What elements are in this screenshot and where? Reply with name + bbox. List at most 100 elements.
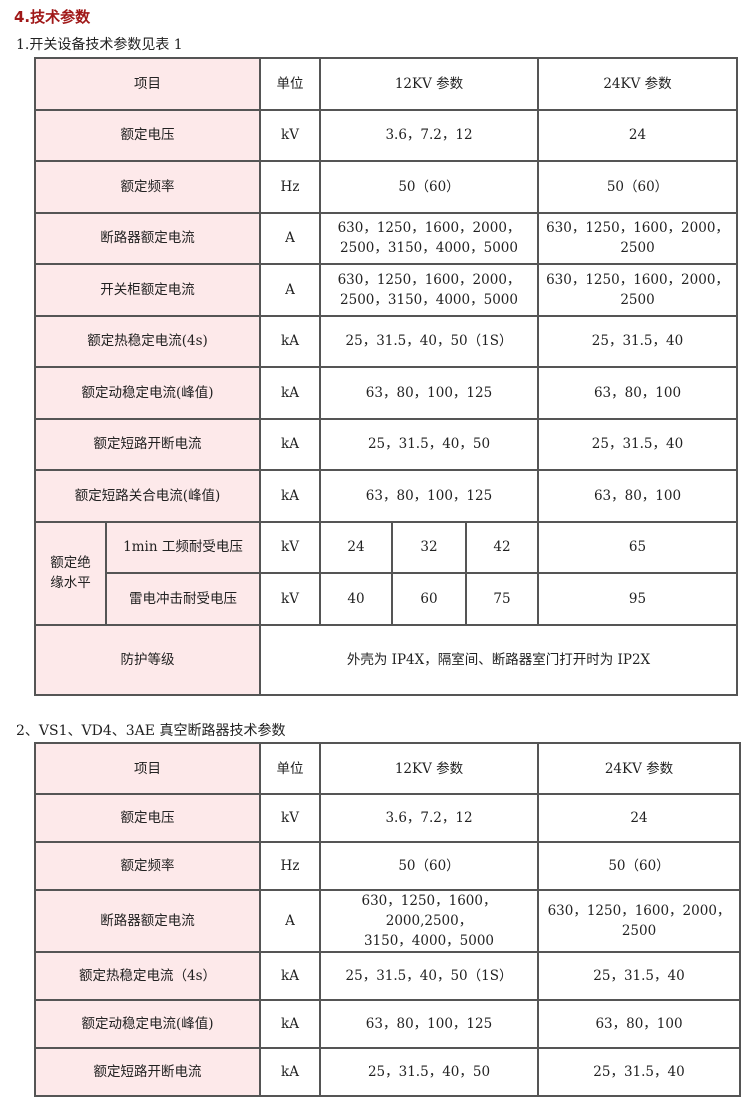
insulation-row: 额定绝 缘水平 1min 工频耐受电压 kV 24 32 42 65 [34, 520, 738, 626]
cell-line: 24 [630, 810, 648, 826]
value-12kv: 630，1250，1600，2000， 2500，3150，4000，5000 [319, 211, 539, 265]
protection-row: 防护等级 外壳为 IP4X，隔室间、断路器室门打开时为 IP2X [34, 623, 738, 696]
cell-line: 630，1250，1600，2000， [546, 220, 729, 237]
cell-line: 25，31.5，40，50（1S） [345, 333, 513, 350]
value-12kv: 25，31.5，40，50 [319, 1047, 539, 1097]
value-12kv: 42 [465, 520, 539, 574]
cell-line: 3150，4000，5000 [363, 933, 495, 949]
table-row: 额定电压 kV 3.6，7.2，12 24 [34, 108, 738, 162]
table-row: 额定短路开断电流 kA 25，31.5，40，50 25，31.5，40 [34, 1047, 741, 1097]
value-24kv: 630，1250，1600，2000， 2500 [537, 263, 738, 317]
table-row: 额定短路关合电流(峰值) kA 63，80，100，125 63，80，100 [34, 469, 738, 523]
cell-line: 3.6，7.2，12 [385, 127, 473, 144]
value-12kv: 40 [319, 572, 393, 626]
value-12kv: 63，80，100，125 [319, 999, 539, 1049]
cell-line: 630，1250，1600，2000， [546, 271, 729, 288]
cell-line: 50（60） [606, 178, 669, 195]
row-unit: kV [259, 108, 321, 162]
row-unit: A [259, 263, 321, 317]
row-label: 额定频率 [34, 160, 261, 214]
row-unit: kA [259, 366, 321, 420]
value-24kv: 50（60） [537, 160, 738, 214]
row-unit: kV [259, 572, 321, 626]
header-item: 项目 [34, 57, 261, 111]
value-12kv: 60 [391, 572, 467, 626]
table-row: 开关柜额定电流 A 630，1250，1600，2000， 2500，3150，400… [34, 263, 738, 317]
value-12kv: 63，80，100，125 [319, 469, 539, 523]
cell-line: 630，1250，1600，2000， [547, 903, 731, 919]
value-24kv: 25，31.5，40 [537, 951, 741, 1001]
cell-line: 63，80，100 [593, 384, 682, 401]
row-label: 额定动稳定电流(峰值) [34, 999, 261, 1049]
table1-caption: 1.开关设备技术参数见表 1 [16, 37, 183, 53]
header-row: 项目 单位 12KV 参数 24KV 参数 [34, 57, 738, 111]
cell-line: 630，1250，1600，2000， [337, 271, 521, 288]
table-row: 额定短路开断电流 kA 25，31.5，40，50 25，31.5，40 [34, 417, 738, 471]
cell-line: 630，1250，1600，2000,2500， [361, 893, 497, 929]
row-unit: kA [259, 314, 321, 368]
value-12kv: 63，80，100，125 [319, 366, 539, 420]
cell-line: 2500，3150，4000，5000 [340, 240, 518, 257]
value-24kv: 63，80，100 [537, 999, 741, 1049]
insulation-group-label: 额定绝 缘水平 [34, 520, 107, 626]
value-24kv: 630，1250，1600，2000， 2500 [537, 889, 741, 953]
value-24kv: 63，80，100 [537, 469, 738, 523]
value-12kv: 50（60） [319, 841, 539, 891]
row-label: 额定热稳定电流（4s） [34, 951, 261, 1001]
row-label: 额定热稳定电流(4s) [34, 314, 261, 368]
header-unit: 单位 [259, 742, 321, 795]
cell-line: 630，1250，1600，2000， [337, 220, 521, 237]
header-unit: 单位 [259, 57, 321, 111]
cell-line: 2500 [621, 923, 657, 939]
value-12kv: 32 [391, 520, 467, 574]
cell-line: 2500，3150，4000，5000 [340, 291, 518, 308]
row-label: 额定短路开断电流 [34, 417, 261, 471]
table-row: 额定动稳定电流(峰值) kA 63，80，100，125 63，80，100 [34, 999, 741, 1049]
value-24kv: 95 [537, 572, 738, 626]
cell-line: 50（60） [608, 858, 670, 874]
value-12kv: 25，31.5，40，50 [319, 417, 539, 471]
header-12kv: 12KV 参数 [319, 742, 539, 795]
protection-label: 防护等级 [34, 623, 261, 696]
cell-line: 63，80，100，125 [365, 384, 493, 401]
value-24kv: 50（60） [537, 841, 741, 891]
table-row: 额定热稳定电流(4s) kA 25，31.5，40，50（1S） 25，31.5，40 [34, 314, 738, 368]
cell-line: 25，31.5，40 [593, 968, 685, 984]
table-row: 额定动稳定电流(峰值) kA 63，80，100，125 63，80，100 [34, 366, 738, 420]
header-24kv: 24KV 参数 [537, 742, 741, 795]
row-unit: A [259, 889, 321, 953]
cell-line: 额定绝 [50, 555, 91, 571]
row-unit: Hz [259, 160, 321, 214]
section-heading: 4.技术参数 [14, 8, 91, 26]
value-12kv: 3.6，7.2，12 [319, 108, 539, 162]
header-24kv: 24KV 参数 [537, 57, 738, 111]
row-unit: A [259, 211, 321, 265]
row-label: 额定短路关合电流(峰值) [34, 469, 261, 523]
row-unit: kA [259, 1047, 321, 1097]
table-row: 额定热稳定电流（4s） kA 25，31.5，40，50（1S） 25，31.5，40 [34, 951, 741, 1001]
cell-line: 50（60） [398, 178, 460, 195]
value-24kv: 25，31.5，40 [537, 1047, 741, 1097]
row-label: 雷电冲击耐受电压 [105, 572, 261, 626]
cell-line: 63，80，100 [593, 487, 682, 504]
row-label: 开关柜额定电流 [34, 263, 261, 317]
value-12kv: 25，31.5，40，50（1S） [319, 314, 539, 368]
value-24kv: 24 [537, 108, 738, 162]
value-12kv: 75 [465, 572, 539, 626]
value-24kv: 25，31.5，40 [537, 417, 738, 471]
row-label: 额定电压 [34, 793, 261, 843]
table-row: 额定频率 Hz 50（60） 50（60） [34, 841, 741, 891]
cell-line: 25，31.5，40，50（1S） [345, 968, 513, 984]
value-24kv: 63，80，100 [537, 366, 738, 420]
cell-line: 3.6，7.2，12 [385, 810, 473, 826]
value-12kv: 25，31.5，40，50（1S） [319, 951, 539, 1001]
value-12kv: 630，1250，1600，2000， 2500，3150，4000，5000 [319, 263, 539, 317]
cell-line: 24 [628, 127, 647, 144]
row-label: 断路器额定电流 [34, 889, 261, 953]
row-label: 断路器额定电流 [34, 211, 261, 265]
header-row: 项目 单位 12KV 参数 24KV 参数 [34, 742, 741, 795]
header-item: 项目 [34, 742, 261, 795]
table-row: 额定电压 kV 3.6，7.2，12 24 [34, 793, 741, 843]
cell-line: 2500 [620, 240, 655, 257]
value-24kv: 65 [537, 520, 738, 574]
